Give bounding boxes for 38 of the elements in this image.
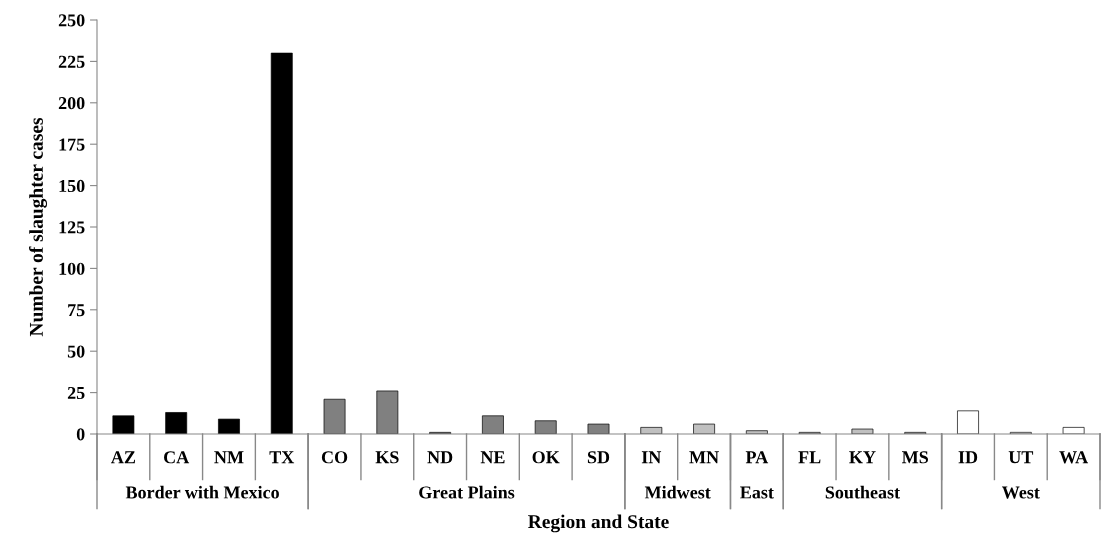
text: West bbox=[1002, 486, 1040, 499]
y-tick-label: 250 bbox=[58, 14, 85, 27]
y-tick-label: 200 bbox=[58, 97, 85, 110]
y-tick-label: 175 bbox=[59, 138, 85, 151]
x-tick-label: CO bbox=[321, 451, 348, 464]
x-tick-label: KS bbox=[375, 451, 399, 464]
x-tick-label: WA bbox=[1059, 451, 1089, 464]
x-tick-label: MN bbox=[689, 451, 719, 464]
x-tick-label: NE bbox=[480, 451, 505, 464]
text: Midwest bbox=[644, 485, 711, 499]
y-axis-title: Number of slaughter cases bbox=[29, 117, 47, 337]
x-tick-label: MS bbox=[902, 451, 929, 464]
x-tick-label: CA bbox=[164, 451, 190, 464]
y-tick-label: 75 bbox=[68, 304, 85, 317]
x-axis-title: Region and State bbox=[528, 514, 669, 533]
y-tick-label: 225 bbox=[58, 55, 85, 68]
x-tick-label: IN bbox=[641, 451, 662, 464]
x-tick-label: OK bbox=[532, 451, 560, 464]
y-tick-label: 100 bbox=[59, 262, 85, 275]
x-tick-label: SD bbox=[587, 451, 610, 464]
y-tick-label: 25 bbox=[67, 386, 85, 400]
x-tick-label: KY bbox=[849, 451, 876, 464]
y-tick-label: 0 bbox=[76, 428, 85, 441]
x-tick-label: ID bbox=[958, 451, 978, 464]
text: Great Plains bbox=[419, 485, 515, 499]
x-tick-label: FL bbox=[798, 451, 821, 464]
x-tick-label: PA bbox=[745, 451, 769, 464]
text: East bbox=[740, 486, 774, 499]
text: Border with Mexico bbox=[125, 485, 279, 499]
x-tick-label: ND bbox=[427, 451, 453, 464]
y-tick-label: 125 bbox=[59, 221, 85, 234]
x-tick-label: TX bbox=[269, 451, 295, 464]
x-tick-label: AZ bbox=[111, 451, 136, 464]
y-tick-label: 150 bbox=[59, 179, 85, 193]
y-tick-label: 50 bbox=[67, 345, 85, 358]
x-tick-label: UT bbox=[1008, 451, 1034, 464]
text: Southeast bbox=[825, 485, 900, 499]
x-tick-label: NM bbox=[214, 451, 244, 464]
